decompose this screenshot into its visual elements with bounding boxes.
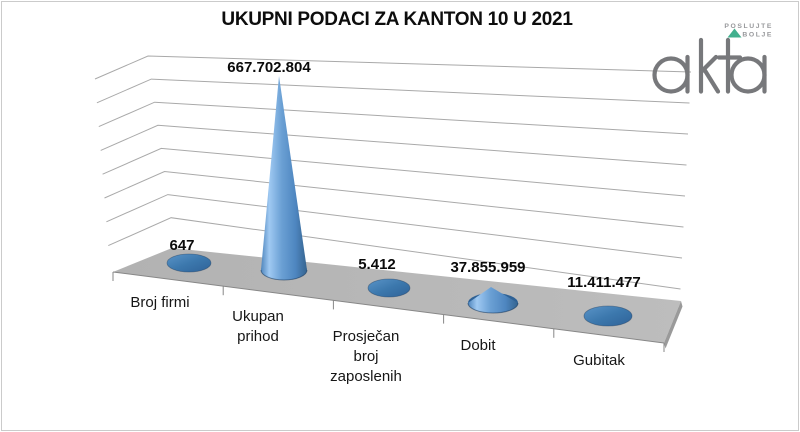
category-label: prihod bbox=[237, 328, 279, 345]
akta-logo: POSLUJTE BOLJE bbox=[652, 23, 773, 94]
green-triangle-icon bbox=[727, 28, 742, 38]
logo-tagline-line2: BOLJE bbox=[742, 32, 773, 39]
cone-base-rim bbox=[260, 269, 308, 281]
value-label: 647 bbox=[169, 237, 194, 254]
data-points: 647 Broj firmi 667.702.804 Ukupan prihod 5.41… bbox=[130, 59, 640, 385]
wall-gridlines bbox=[94, 55, 692, 290]
data-point: 647 Broj firmi bbox=[130, 237, 212, 311]
category-label: Prosječan bbox=[333, 328, 400, 345]
gridline bbox=[96, 78, 690, 104]
data-point: 5.412 Prosječan broj zaposlenih bbox=[330, 256, 411, 385]
flat-ellipse-shape bbox=[166, 253, 212, 273]
value-label: 5.412 bbox=[358, 256, 396, 273]
value-label: 37.855.959 bbox=[450, 259, 525, 276]
gridline bbox=[104, 170, 684, 228]
category-label: broj bbox=[353, 348, 378, 365]
category-label: zaposlenih bbox=[330, 368, 402, 385]
data-point: 11.411.477 Gubitak bbox=[567, 274, 640, 369]
gridline bbox=[100, 124, 687, 166]
letter-a1-bowl bbox=[652, 56, 690, 94]
data-point: 37.855.959 Dobit bbox=[450, 259, 525, 354]
logo-tagline-line1: POSLUJTE bbox=[724, 23, 773, 30]
category-label: Ukupan bbox=[232, 308, 284, 325]
gridline bbox=[108, 217, 681, 290]
category-axis-line bbox=[112, 271, 665, 344]
flat-ellipse-shape bbox=[367, 278, 411, 298]
gridline bbox=[94, 55, 692, 80]
value-label: 667.702.804 bbox=[227, 59, 311, 76]
letter-k-leg bbox=[701, 66, 721, 94]
category-label: Broj firmi bbox=[130, 294, 189, 311]
cone-shape bbox=[261, 76, 307, 280]
flat-ellipse-shape bbox=[583, 305, 633, 327]
chart-title: UKUPNI PODACI ZA KANTON 10 U 2021 bbox=[221, 9, 573, 30]
gridline bbox=[102, 147, 686, 197]
gridline bbox=[106, 194, 683, 259]
category-label: Dobit bbox=[460, 337, 496, 354]
category-axis-ticks bbox=[112, 272, 665, 352]
letter-a2-bowl bbox=[729, 56, 767, 94]
floor-side-face bbox=[664, 301, 683, 349]
value-label: 11.411.477 bbox=[567, 274, 640, 291]
category-label: Gubitak bbox=[573, 352, 625, 369]
data-point: 667.702.804 Ukupan prihod bbox=[227, 59, 311, 345]
gridline bbox=[98, 101, 689, 135]
akta-wordmark-icon bbox=[652, 37, 767, 94]
cone-shape bbox=[468, 287, 518, 313]
cone-base-rim bbox=[467, 302, 519, 314]
